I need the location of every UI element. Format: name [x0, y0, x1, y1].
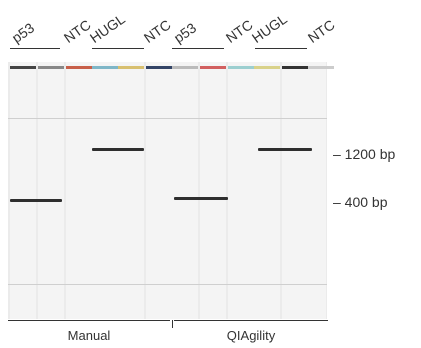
lane-label-p53-qiagility: p53 — [170, 19, 200, 46]
lane-label-hugl-qiagility: HUGL — [248, 10, 290, 47]
label-underline-p53-manual — [10, 48, 60, 49]
lane — [38, 62, 64, 319]
label-underline-p53-qiagility — [172, 48, 224, 49]
lane-label-hugl-manual: HUGL — [86, 10, 128, 47]
group-label-qiagility: QIAgility — [226, 328, 276, 343]
lane — [10, 62, 36, 319]
gel-image — [8, 62, 334, 319]
band-1200bp-qiagility — [258, 148, 312, 151]
group-label-manual: Manual — [67, 328, 111, 343]
lane — [92, 62, 118, 319]
lane — [228, 62, 254, 319]
lane — [254, 62, 280, 319]
lane — [118, 62, 144, 319]
marker-400bp: – 400 bp — [333, 194, 388, 210]
lane — [146, 62, 172, 319]
marker-1200bp: – 1200 bp — [333, 146, 396, 162]
reference-line — [8, 118, 327, 119]
lane-label-ntc-manual-2: NTC — [140, 16, 174, 46]
band-400bp-manual — [10, 199, 62, 202]
lane-label-p53-manual: p53 — [8, 19, 38, 46]
lane — [200, 62, 226, 319]
label-underline-hugl-qiagility — [255, 48, 307, 49]
group-underline-qiagility — [174, 320, 328, 321]
band-1200bp-manual — [92, 148, 144, 151]
label-underline-hugl-manual — [92, 48, 144, 49]
lane-label-ntc-qiagility-2: NTC — [304, 16, 338, 46]
reference-line — [8, 284, 327, 285]
lane — [172, 62, 198, 319]
lane — [282, 62, 308, 319]
band-400bp-qiagility — [174, 197, 228, 200]
lane — [66, 62, 92, 319]
group-divider — [172, 320, 173, 328]
lane — [308, 62, 334, 319]
group-underline-manual — [8, 320, 170, 321]
